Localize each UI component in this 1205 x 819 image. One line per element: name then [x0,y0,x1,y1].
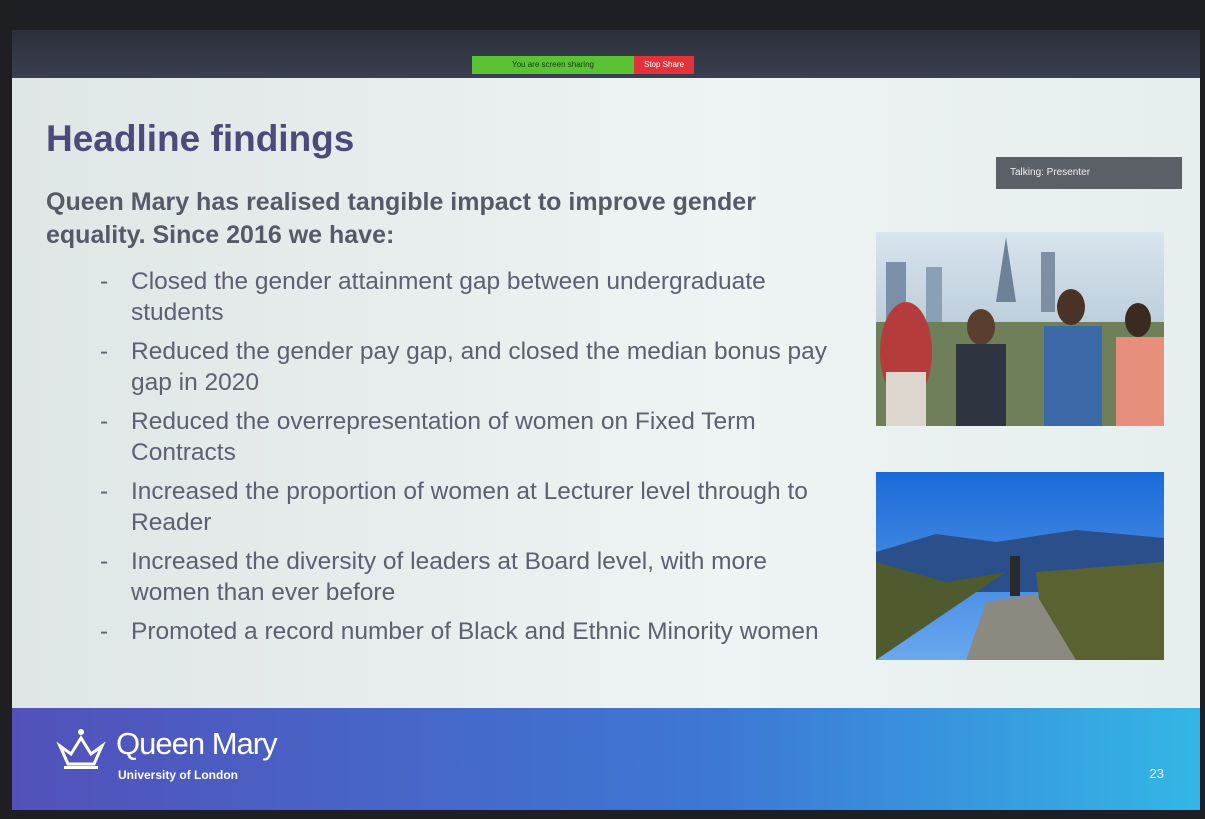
share-bar: You are screen sharing Stop Share [472,56,694,74]
crown-logo [56,726,106,772]
page-number: 23 [1150,766,1164,781]
slide-title: Headline findings [46,118,354,160]
bullet: Promoted a record number of Black and Et… [100,616,840,647]
intro: Queen Mary has realised tangible impact … [46,186,806,252]
stop-share-button[interactable]: Stop Share [634,56,694,74]
bullet: Increased the proportion of women at Lec… [100,476,840,538]
share-status: You are screen sharing [472,56,634,74]
logo-subtitle: University of London [118,768,238,782]
talking-indicator: Talking: Presenter [996,157,1182,189]
bullet: Increased the diversity of leaders at Bo… [100,546,840,608]
bullet: Reduced the gender pay gap, and closed t… [100,336,840,398]
footer: Queen Mary University of London 23 [12,708,1200,810]
screen: You are screen sharing Stop Share Talkin… [0,0,1205,819]
mountain-photo [876,472,1164,660]
city-photo [876,232,1164,426]
logo-name: Queen Mary [116,726,277,762]
bullet: Closed the gender attainment gap between… [100,266,840,328]
bullet: Reduced the overrepresentation of women … [100,406,840,468]
bullet-list: Closed the gender attainment gap between… [100,266,840,655]
slide: You are screen sharing Stop Share Talkin… [12,30,1200,810]
